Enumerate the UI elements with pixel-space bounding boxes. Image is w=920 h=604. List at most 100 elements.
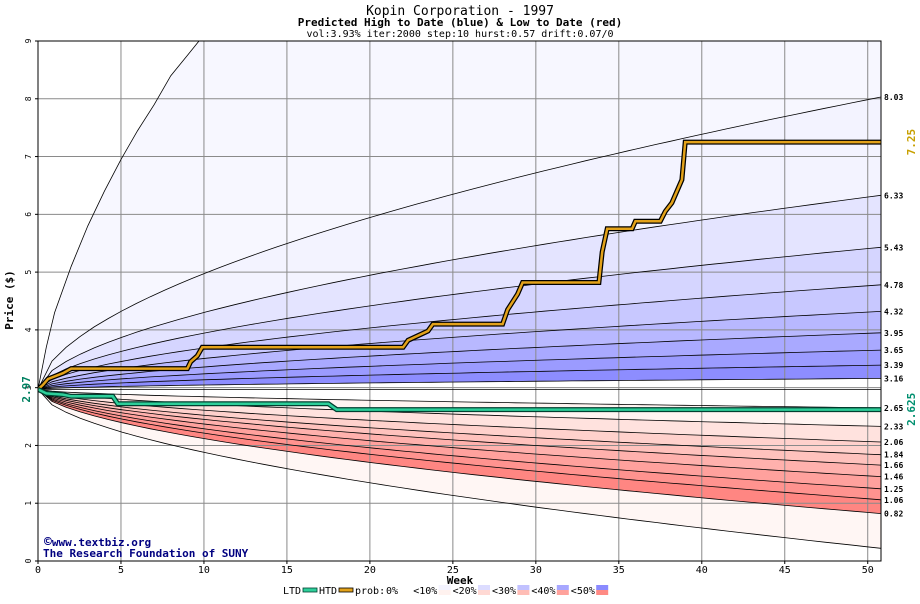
y-tick-label: 6 [24,212,33,217]
legend-bin-label: <20% [453,586,477,597]
y-tick-label: 8 [24,96,33,101]
x-tick-label: 0 [35,565,41,576]
legend-htd-label: HTD [319,586,337,597]
start-price-label: 2.97 [20,376,33,403]
y-tick-label: 4 [24,327,33,332]
lower-quantile-line [38,389,881,501]
legend-bin-label: <50% [571,586,595,597]
plot-frame [37,40,882,562]
x-tick-label: 35 [613,565,625,576]
quantile-end-label: 5.43 [884,243,903,252]
legend-bin-swatch-lower [517,590,530,595]
quantile-end-label: 3.16 [884,374,903,383]
legend-bin-swatch-upper [556,585,569,590]
htd-series [38,140,881,391]
lower-quantile-line [38,389,881,490]
legend-prob-label: prob: [355,586,385,597]
legend-bin-label: <10% [413,586,437,597]
upper-quantile-line [38,378,881,390]
quantile-end-label: 8.03 [884,93,903,102]
legend-htd-swatch [338,587,354,593]
y-axis-label: Price ($) [3,270,16,330]
upper-band-4 [38,311,881,390]
quantile-end-label: 1.46 [884,473,903,482]
lower-band-7 [38,389,881,500]
legend-bin-label: <30% [492,586,516,597]
lower-band-4 [38,389,881,466]
chart-params: vol:3.93% iter:2000 step:10 hurst:0.57 d… [306,29,613,40]
x-tick-label: 40 [696,565,708,576]
legend-bin-swatch-upper [399,585,412,590]
upper-band-7 [38,195,881,390]
outer-upper-line [38,41,200,390]
quantile-end-label: 3.39 [884,361,903,370]
chart-subtitle: Predicted High to Date (blue) & Low to D… [298,16,623,29]
legend-bin-swatch-lower [478,590,490,595]
legend-bin-swatch-upper [438,585,451,590]
x-tick-label: 20 [364,565,376,576]
ltd-series [38,388,881,411]
upper-band-5 [38,284,881,390]
quantile-end-label: 4.78 [884,281,903,290]
y-tick-label: 7 [24,154,33,159]
quantile-end-label: 4.32 [884,307,903,316]
credit-url-text: www.textbiz.org [52,536,151,549]
y-tick-label: 3 [24,385,33,390]
lower-band-8 [38,389,881,514]
quantile-end-label: 2.06 [884,438,903,447]
legend-bin-swatch-lower [556,590,569,595]
legend-ltd-label: LTD [283,586,301,597]
x-tick-label: 30 [530,565,542,576]
lower-quantile-line [38,389,881,466]
x-tick-label: 15 [281,565,293,576]
lower-quantile-line [38,389,881,514]
legend-bin-swatch-upper [478,585,490,590]
y-tick-label: 5 [24,270,33,275]
lower-band-3 [38,389,881,455]
y-tick-label: 1 [24,501,33,506]
quantile-end-label: 3.95 [884,329,903,338]
upper-quantile-line [38,284,881,390]
quantile-end-label: 3.65 [884,346,903,355]
x-tick-label: 50 [862,565,874,576]
plot-area [38,41,881,561]
credit-url: ©www.textbiz.org [44,535,151,550]
upper-band-8 [38,97,881,390]
y-tick-label: 9 [24,38,33,43]
quantile-end-label: 6.33 [884,191,903,200]
upper-band-2 [38,350,881,390]
outer-lower-line [38,389,881,549]
quantile-end-label: 0.82 [884,510,903,519]
outer-lower-band [38,389,881,549]
legend-bin-swatch-upper [517,585,530,590]
x-tick-label: 25 [447,565,459,576]
copyright-symbol: © [44,535,52,550]
quantile-end-label: 2.65 [884,404,903,413]
legend-bin-swatch-upper [596,585,609,590]
lower-band-5 [38,389,881,477]
quantile-end-label: 1.84 [884,451,903,460]
chart-title: Kopin Corporation - 1997 [366,4,554,19]
upper-quantile-line [38,246,881,390]
credit-org: The Research Foundation of SUNY [43,547,249,560]
lower-band-2 [38,389,881,442]
lower-band-6 [38,389,881,489]
x-axis-label: Week [447,574,474,587]
legend-bin-label: <40% [531,586,555,597]
legend-bin-label: 0% [386,586,398,597]
x-tick-label: 45 [779,565,791,576]
upper-quantile-line [38,311,881,390]
legend-ltd-swatch [302,587,318,593]
outer-upper-band [38,41,881,390]
upper-quantile-line [38,96,881,390]
lower-quantile-line [38,389,881,443]
lower-quantile-line [38,389,881,409]
y-tick-label: 2 [24,443,33,448]
quantile-end-label: 1.25 [884,485,903,494]
upper-quantile-line [38,364,881,390]
quantile-end-label: 1.66 [884,461,903,470]
upper-quantile-line [38,194,881,390]
y-tick-label: 0 [24,558,33,563]
ltd-final-label: 2.625 [905,393,918,426]
